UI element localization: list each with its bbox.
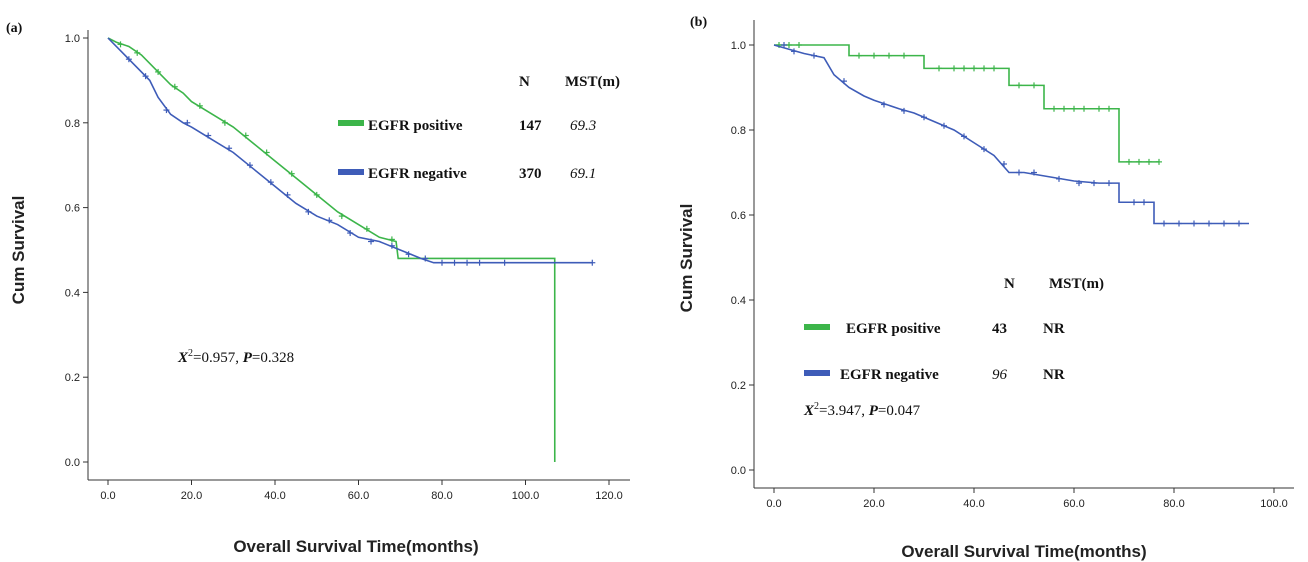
stat-eq-b: =3.947, xyxy=(819,403,869,419)
legend-mst-pos-b: NR xyxy=(1043,321,1065,337)
legend-swatch-pos-b xyxy=(804,324,830,330)
y-tick-label: 0.6 xyxy=(65,203,80,215)
x-tick-label: 120.0 xyxy=(595,490,623,502)
stat-p-a: P xyxy=(243,350,253,366)
y-tick-label: 1.0 xyxy=(65,33,80,45)
series-line-egfr-negative xyxy=(107,37,593,264)
panel-label-b: (b) xyxy=(690,15,707,30)
legend-a: N MST(m) EGFR positive 147 69.3 EGFR neg… xyxy=(338,74,620,182)
legend-n-neg-b: 96 xyxy=(992,367,1008,383)
ticks-a: 0.0 20.0 40.0 60.0 80.0 100.0 120.0 0.0 0.2 0.4 0.… xyxy=(65,33,623,502)
legend-swatch-neg-b xyxy=(804,370,830,376)
stat-chi-b: X xyxy=(803,403,815,419)
stat-eq-a: =0.957, xyxy=(193,350,243,366)
y-tick-label: 0.0 xyxy=(731,465,746,477)
stat-p-b: P xyxy=(869,403,879,419)
x-tick-label: 20.0 xyxy=(181,490,202,502)
y-tick-label: 0.8 xyxy=(731,125,746,137)
series-line-egfr-positive xyxy=(774,44,1159,163)
legend-mst-pos-a: 69.3 xyxy=(570,118,596,134)
x-axis-label-b: Overall Survival Time(months) xyxy=(901,542,1146,561)
legend-header-mst-a: MST(m) xyxy=(565,74,620,90)
y-tick-label: 0.8 xyxy=(65,118,80,130)
y-tick-label: 0.4 xyxy=(731,295,746,307)
stat-text-b: X2=3.947, P=0.047 xyxy=(803,401,921,419)
legend-name-pos-a: EGFR positive xyxy=(368,118,463,134)
legend-header-n-a: N xyxy=(519,74,530,90)
y-axis-label-a: Cum Survival xyxy=(9,196,28,305)
x-tick-label: 20.0 xyxy=(863,498,884,510)
x-tick-label: 60.0 xyxy=(1063,498,1084,510)
stat-chi-a: X xyxy=(177,350,189,366)
ticks-b: 0.0 20.0 40.0 60.0 80.0 100.0 0.0 0.2 0.4 0.6 0.8 1… xyxy=(731,40,1288,510)
legend-b: N MST(m) EGFR positive 43 NR EGFR negati… xyxy=(804,276,1104,383)
x-tick-label: 40.0 xyxy=(264,490,285,502)
x-tick-label: 100.0 xyxy=(1260,498,1288,510)
y-tick-label: 0.4 xyxy=(65,287,80,299)
legend-swatch-neg-a xyxy=(338,169,364,175)
y-tick-label: 0.6 xyxy=(731,210,746,222)
legend-name-pos-b: EGFR positive xyxy=(846,321,941,337)
stat-text-a: X2=0.957, P=0.328 xyxy=(177,348,294,366)
legend-mst-neg-b: NR xyxy=(1043,367,1065,383)
series-line-egfr-positive xyxy=(107,37,556,463)
stat-pval-a: =0.328 xyxy=(252,350,294,366)
y-tick-label: 0.2 xyxy=(65,372,80,384)
x-tick-label: 80.0 xyxy=(1163,498,1184,510)
legend-n-neg-a: 370 xyxy=(519,166,542,182)
stat-pval-b: =0.047 xyxy=(878,403,921,419)
x-tick-label: 80.0 xyxy=(431,490,452,502)
legend-n-pos-a: 147 xyxy=(519,118,542,134)
legend-name-neg-b: EGFR negative xyxy=(840,367,939,383)
panel-label-a: (a) xyxy=(6,21,23,36)
km-chart-b: (b) 0.0 20.0 40.0 60.0 80.0 100.0 0.0 0.2 0.4 0.6… xyxy=(677,15,1294,561)
legend-header-n-b: N xyxy=(1004,276,1015,292)
legend-header-mst-b: MST(m) xyxy=(1049,276,1104,292)
legend-mst-neg-a: 69.1 xyxy=(570,166,596,182)
x-tick-label: 60.0 xyxy=(348,490,369,502)
curves-a xyxy=(107,37,596,463)
y-tick-label: 1.0 xyxy=(731,40,746,52)
y-axis-label-b: Cum Survival xyxy=(677,204,696,313)
curves-b xyxy=(773,42,1249,227)
stat-sup-a: 2 xyxy=(188,348,193,359)
x-tick-label: 0.0 xyxy=(766,498,781,510)
legend-n-pos-b: 43 xyxy=(992,321,1007,337)
stat-sup-b: 2 xyxy=(814,401,819,412)
y-tick-label: 0.2 xyxy=(731,380,746,392)
y-tick-label: 0.0 xyxy=(65,457,80,469)
x-tick-label: 100.0 xyxy=(512,490,540,502)
legend-swatch-pos-a xyxy=(338,120,364,126)
km-chart-a: (a) 0.0 20.0 40.0 60.0 80.0 100.0 120.00.00.20… xyxy=(6,21,630,556)
legend-name-neg-a: EGFR negative xyxy=(368,166,467,182)
x-tick-label: 40.0 xyxy=(963,498,984,510)
x-tick-label: 0.0 xyxy=(100,490,115,502)
series-line-egfr-negative xyxy=(773,44,1249,225)
x-axis-label-a: Overall Survival Time(months) xyxy=(233,537,478,556)
